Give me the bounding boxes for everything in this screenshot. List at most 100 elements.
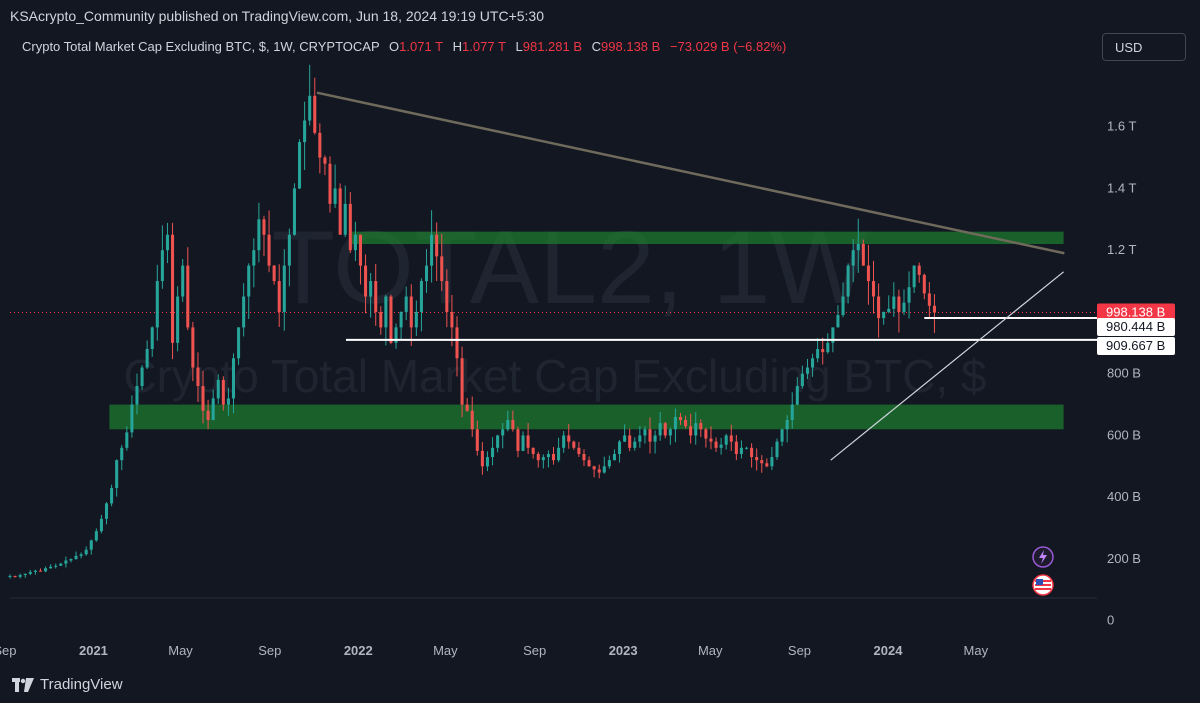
candle-body [800,373,804,387]
us-flag-icon[interactable] [1032,574,1054,596]
candle-body [678,416,683,421]
candle-body [729,435,733,442]
y-tick-label: 1.6 T [1107,119,1136,134]
candle-body [648,429,652,442]
candle-body [384,296,388,328]
symbol-title[interactable]: Crypto Total Market Cap Excluding BTC, $… [22,39,380,54]
candle-body [28,571,32,574]
candle-body [638,435,642,442]
candle-body [333,188,337,204]
candle-body [506,420,510,430]
candle-body [282,265,286,312]
candle-body [491,447,495,458]
price-label-0: 998.138 B [1106,305,1165,320]
lightning-icon[interactable] [1032,546,1054,568]
candle-body [18,575,22,577]
candle-body [99,518,103,532]
candle-body [856,244,860,251]
candle-body [887,308,891,312]
candle-body [104,503,109,519]
candle-body [739,447,743,454]
candle-body [770,457,774,467]
candle-body [521,435,525,451]
candle-body [592,466,596,470]
low-label: L [515,39,523,54]
watermark-name: Crypto Total Market Cap Excluding BTC, $ [123,350,986,402]
candle-body [394,327,398,343]
candle-body [313,95,317,133]
close-value: 998.138 B [601,39,661,54]
candle-body [460,358,464,405]
candle-body [343,203,347,235]
candle-body [414,311,418,328]
candle-body [531,447,535,454]
candle-body [450,311,454,328]
candle-body [795,386,799,405]
candle-body [430,234,434,266]
candle-body [912,265,916,288]
candle-body [8,575,12,577]
candle-body [84,549,88,555]
candle-body [562,435,566,448]
price-label-2: 909.667 B [1106,338,1165,353]
candle-body [780,429,784,442]
candle-body [663,423,667,436]
candle-body [247,265,251,297]
candle-body [369,281,373,297]
candle-body [496,435,500,448]
candle-body [292,188,296,235]
candle-body [653,435,657,442]
x-tick-label: 2023 [609,643,638,658]
candle-body [298,142,302,189]
candle-body [171,234,175,343]
y-tick-label: 0 [1107,613,1114,628]
candle-body [201,386,205,411]
candle-body [643,429,647,436]
x-tick-label: May [698,643,723,658]
publisher-line: KSAcrypto_Community published on Trading… [10,8,544,24]
candle-body [724,435,728,445]
candle-body [23,573,27,576]
candle-body [673,416,677,430]
candle-body [424,265,429,282]
candle-body [846,265,850,297]
candle-body [836,315,840,328]
candle-body [165,234,169,251]
candle-body [267,234,271,266]
candle-body [841,296,845,316]
symbol-info-bar: Crypto Total Market Cap Excluding BTC, $… [22,39,792,54]
candle-body [704,429,708,439]
candle-body [115,460,119,488]
x-tick-label: Sep [788,643,811,658]
candle-body [130,404,134,433]
candle-body [689,426,693,436]
currency-button[interactable]: USD [1102,33,1186,61]
candle-body [475,429,479,451]
candle-body [892,296,896,309]
candle-body [435,234,439,257]
candle-body [110,487,114,504]
candle-body [831,327,835,343]
candle-body [181,265,185,297]
candle-body [567,435,571,442]
candle-body [612,453,616,461]
candle-body [196,367,200,387]
candle-body [226,398,230,405]
price-label-bg-1 [1097,318,1175,336]
tradingview-brand[interactable]: TradingView [12,676,123,693]
y-tick-label: 600 B [1107,427,1141,442]
candle-body [501,429,505,436]
candle-body [440,256,444,282]
candle-body [765,463,769,467]
close-label: C [591,39,602,54]
candle-body [318,132,322,158]
candle-body [658,423,662,436]
y-tick-label: 1.4 T [1107,180,1136,195]
candle-body [252,250,256,266]
candle-body [861,244,865,266]
candle-body [582,453,586,461]
candle-body [221,379,225,405]
candle-body [272,265,276,282]
candle-body [902,302,906,312]
